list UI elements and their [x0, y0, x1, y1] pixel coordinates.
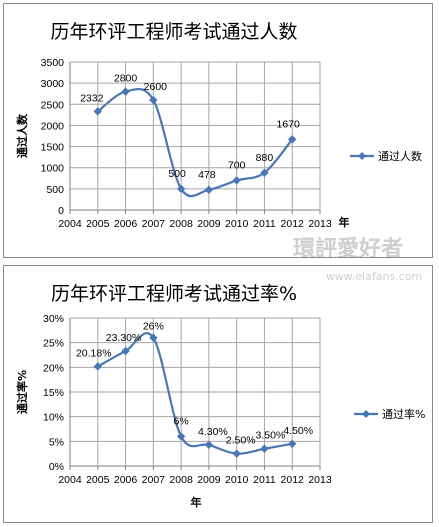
chart-pass-rate-svg: 历年环评工程师考试通过率% 0% 5% 10% 15% 20% 25% 30% 2004 2005…: [15, 270, 425, 509]
chart-pass-count-svg: 历年环评工程师考试通过人数 0 500 1000 1500 2000 2500 3000 350…: [15, 21, 422, 257]
x-tick-label: 2008: [169, 474, 193, 486]
y-tick-label: 20%: [43, 362, 64, 374]
y-tick-label: 2500: [41, 99, 65, 111]
x-tick-label: 2008: [169, 218, 193, 230]
x-tick-label: 2004: [58, 474, 82, 486]
x-tick-label: 2012: [281, 218, 305, 230]
legend-label: 通过率%: [382, 407, 425, 421]
data-point: [288, 135, 297, 144]
x-tick-label: 2012: [281, 474, 305, 486]
x-tick-label: 2006: [114, 474, 138, 486]
series-line: [97, 332, 293, 455]
data-point: [93, 362, 102, 371]
y-tick-label: 3000: [41, 78, 65, 90]
chart-pass-count: 历年环评工程师考试通过人数 0 500 1000 1500 2000 2500 3000 350…: [3, 3, 433, 258]
data-label: 700: [228, 159, 246, 171]
data-point: [121, 346, 130, 356]
x-tick-label: 2010: [225, 474, 249, 486]
watermark-url: www.eiafans.com: [326, 270, 422, 283]
chart-pass-rate: 历年环评工程师考试通过率% 0% 5% 10% 15% 20% 25% 30% 2004 2005…: [3, 265, 433, 523]
data-label: 2600: [144, 81, 168, 93]
legend-label: 通过人数: [378, 150, 422, 163]
data-point: [204, 185, 214, 194]
data-label: 2.50%: [226, 435, 256, 447]
chart-title: 历年环评工程师考试通过人数: [50, 21, 297, 43]
x-tick-label: 2011: [253, 474, 276, 486]
y-tick-label: 30%: [43, 313, 64, 325]
y-axis-label: 通过人数: [15, 113, 29, 158]
data-label: 880: [256, 152, 274, 164]
data-point: [232, 176, 241, 185]
legend-marker: [362, 410, 370, 418]
data-point: [149, 95, 158, 105]
x-axis-label: 年: [191, 495, 202, 509]
data-label: 2800: [114, 73, 138, 85]
data-label: 4.50%: [283, 425, 313, 437]
y-tick-label: 10%: [43, 412, 64, 424]
x-tick-label: 2010: [225, 218, 249, 230]
series-line: [97, 87, 294, 198]
data-label: 23.30%: [106, 332, 142, 344]
x-tick-label: 2004: [58, 218, 82, 230]
chart-title: 历年环评工程师考试通过率%: [51, 283, 297, 305]
y-tick-label: 500: [46, 184, 64, 196]
data-point: [260, 168, 269, 177]
y-tick-label: 2000: [41, 120, 65, 132]
y-tick-label: 1000: [41, 163, 65, 175]
x-axis-label: 年: [339, 215, 350, 229]
x-tick-label: 2013: [308, 218, 332, 230]
y-tick-label: 0: [58, 205, 64, 217]
x-tick-label: 2005: [86, 218, 110, 230]
data-point: [93, 107, 102, 116]
y-tick-label: 0%: [49, 461, 64, 473]
data-label: 26%: [143, 321, 164, 333]
data-point: [176, 184, 186, 194]
data-point: [260, 444, 269, 453]
data-point: [288, 439, 297, 448]
data-label: 478: [198, 169, 216, 181]
data-point: [176, 432, 186, 441]
x-tick-label: 2011: [253, 218, 276, 230]
x-tick-label: 2009: [197, 474, 221, 486]
y-tick-label: 25%: [43, 338, 64, 350]
data-point: [149, 333, 158, 342]
data-point: [232, 449, 241, 458]
data-label: 4.30%: [198, 426, 228, 438]
x-tick-label: 2013: [308, 474, 332, 486]
data-point: [204, 440, 214, 449]
x-tick-label: 2007: [142, 474, 166, 486]
legend-marker: [358, 152, 366, 160]
x-tick-label: 2005: [86, 474, 110, 486]
data-label: 20.18%: [76, 347, 112, 359]
x-tick-label: 2007: [142, 218, 166, 230]
data-point: [121, 87, 130, 96]
x-tick-label: 2006: [114, 218, 138, 230]
x-tick-label: 2009: [197, 218, 221, 230]
watermark-text: 環評愛好者: [293, 236, 403, 257]
data-label: 1670: [277, 118, 301, 130]
y-tick-label: 5%: [49, 436, 64, 448]
data-label: 2332: [80, 92, 104, 104]
y-tick-label: 15%: [43, 387, 64, 399]
data-label: 3.50%: [256, 430, 286, 442]
y-tick-label: 1500: [41, 142, 65, 154]
data-label: 6%: [174, 415, 189, 427]
data-label: 500: [168, 168, 186, 180]
y-tick-label: 3500: [41, 57, 65, 69]
y-axis-label: 通过率%: [15, 370, 29, 414]
